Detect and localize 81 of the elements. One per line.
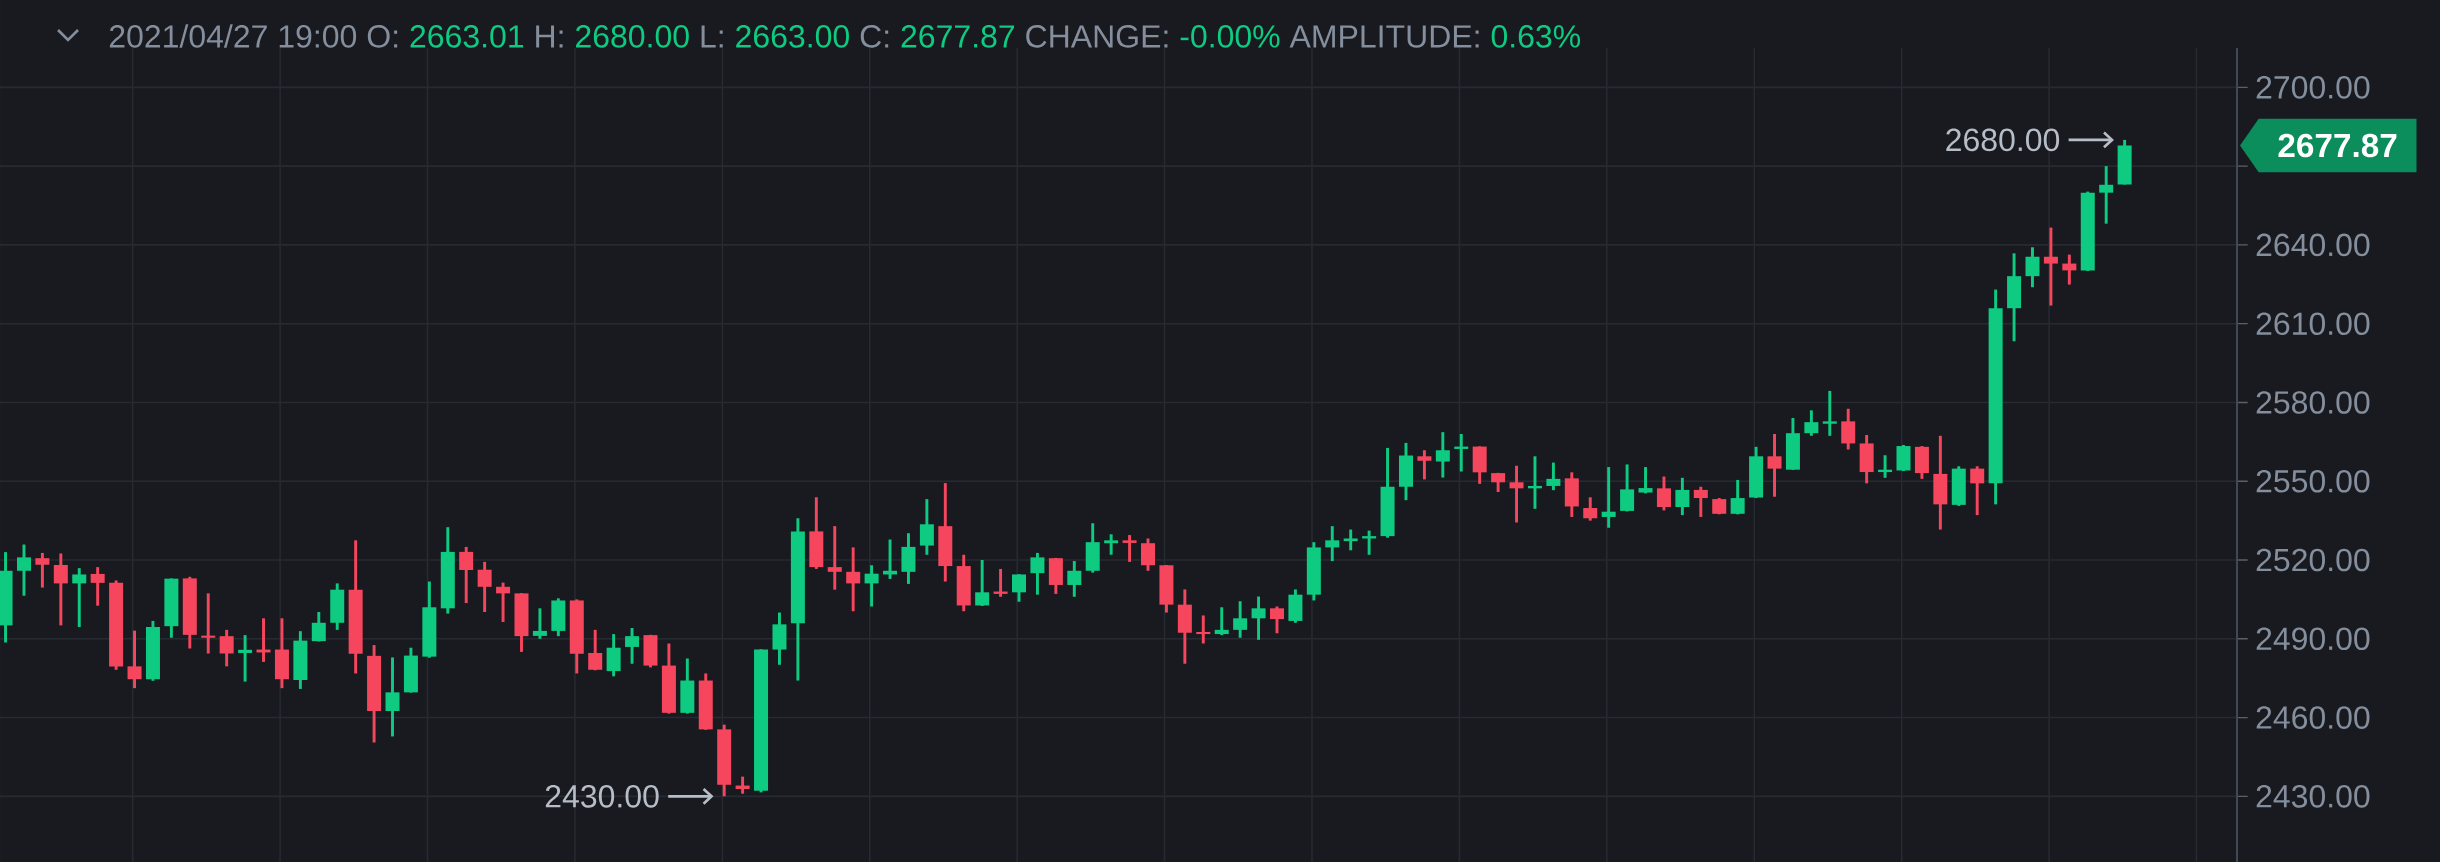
candlestick [1841,407,1856,451]
candlestick [90,565,105,608]
candlestick [1675,476,1690,517]
candlestick [201,591,216,655]
candlestick [1970,464,1985,517]
candlestick [1214,605,1229,637]
annotation: 2430.00 [545,785,659,808]
candlestick [1343,528,1358,552]
candlestick [1251,595,1266,642]
candlestick [2025,245,2040,289]
candlestick [385,655,400,738]
candlestick [219,628,234,668]
candlestick [1601,465,1616,530]
text: 2663.00 [736,25,849,48]
candlestick [1269,605,1284,635]
text: 2677.87 [2278,133,2397,158]
y-tick-label: 2580.00 [2256,391,2370,414]
candlestick [1620,462,1635,513]
candlestick [625,626,640,666]
candlestick [16,543,31,598]
y-tick-label: 2460.00 [2256,706,2370,729]
candlestick [606,632,621,678]
text: AMPLITUDE: [1289,25,1479,48]
candlestick [532,606,547,641]
text: CHANGE: [1026,25,1168,48]
candlestick [72,566,87,629]
text: -0.00% [1180,25,1280,48]
text: C: [860,25,889,48]
y-tick-label: 2700.00 [2256,76,2370,99]
candlestick [1656,475,1671,512]
candlestick [1141,537,1156,573]
y-tick-label: 2520.00 [2256,548,2370,572]
text: 2677.87 [901,25,1015,48]
candlestick [1104,532,1119,557]
candlestick [1509,464,1524,524]
candlestick [1030,551,1045,597]
annotation: 2680.00 [1946,128,2060,152]
candlestick [1693,485,1708,519]
candlestick [1767,432,1782,499]
text: L: [701,25,723,48]
candlestick [1822,389,1837,438]
y-tick-label: 2640.00 [2256,233,2370,257]
candlestick [496,581,511,624]
y-tick-label: 2610.00 [2256,312,2370,336]
candlestick [1012,572,1027,604]
candlestick [919,497,934,557]
candlestick [846,545,861,613]
candlestick [459,545,474,605]
candlestick [127,629,142,690]
candlestick [477,560,492,614]
candlestick [238,633,253,684]
candlestick [1325,524,1340,563]
candlestick [1638,465,1653,495]
candlestick [1583,495,1598,523]
candlestick [2043,226,2058,308]
candlestick [311,610,326,643]
candlestick [2099,164,2114,226]
y-tick-label: 2430.00 [2256,785,2370,808]
text: O: [367,25,398,48]
candlestick [1804,408,1819,438]
candlestick [1122,533,1137,564]
candlestick [53,551,68,627]
candlestick [1417,448,1432,481]
text: H: [536,25,563,48]
candlestick [1067,559,1082,599]
candlestick [588,628,603,672]
candlestick [864,563,879,608]
candlestick [1730,478,1745,516]
candlestick [1546,461,1561,492]
y-tick-label: 2490.00 [2256,627,2370,651]
candlestick [1233,599,1248,640]
y-tick-label: 2550.00 [2256,469,2370,493]
candlestick [35,551,50,590]
candlestick [1435,430,1450,480]
candlestick [1196,613,1211,645]
candlestick [827,524,842,592]
candlestick [975,558,990,608]
text: 2021/04/27 19:00 [109,24,357,48]
text: 2663.01 [410,25,524,48]
text: 2680.00 [576,25,689,48]
text: 0.63% [1491,25,1581,48]
